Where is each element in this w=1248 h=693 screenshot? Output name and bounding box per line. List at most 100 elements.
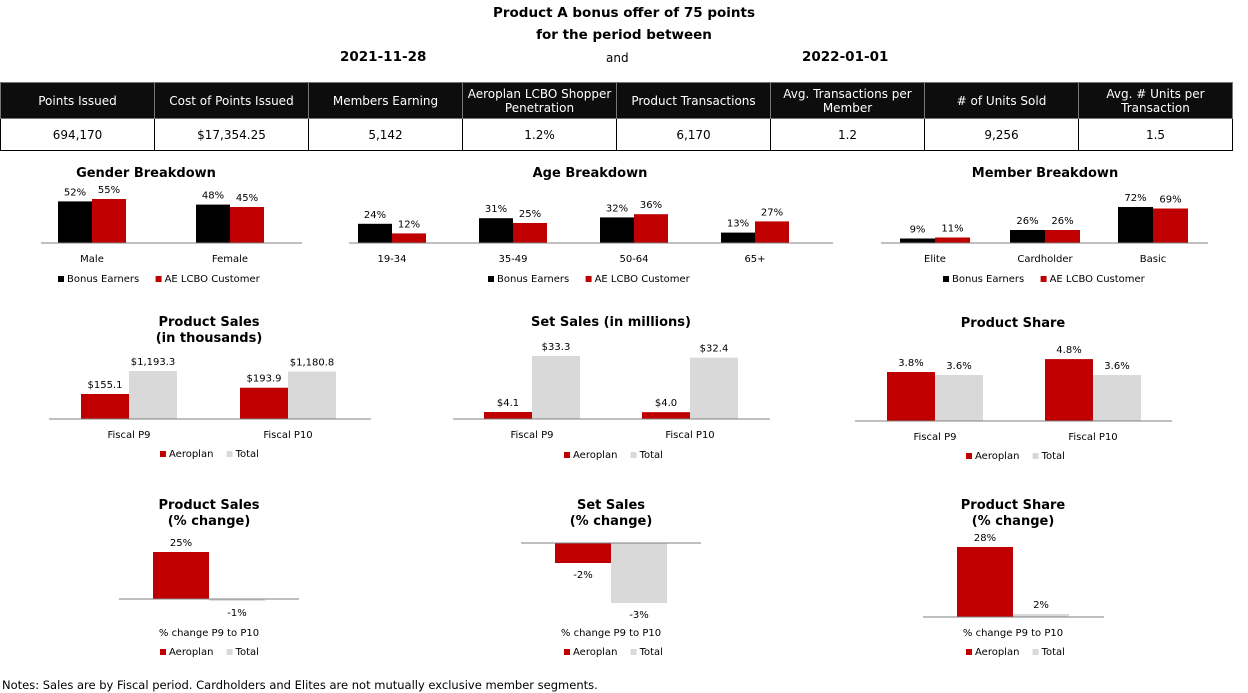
kpi-value: 1.2: [770, 118, 925, 151]
bar: [513, 223, 547, 243]
legend-swatch: [160, 451, 166, 457]
category-label: % change P9 to P10: [159, 628, 259, 639]
category-label: 65+: [744, 254, 765, 265]
bar: [1045, 230, 1080, 243]
chart-title: (% change): [570, 514, 653, 529]
kpi-table: Points Issued Cost of Points Issued Memb…: [0, 82, 1233, 151]
chart-title: Product Sales: [158, 498, 259, 513]
data-label: 32%: [606, 203, 628, 214]
legend-label: Aeroplan: [169, 449, 213, 460]
legend-swatch: [226, 649, 233, 655]
kpi-value: 6,170: [616, 118, 771, 151]
bar: [392, 233, 426, 243]
category-label: Male: [80, 254, 104, 265]
kpi-value: 1.2%: [462, 118, 617, 151]
legend-swatch: [630, 649, 637, 655]
category-label: 35-49: [498, 254, 527, 265]
chart-title: (% change): [972, 514, 1055, 529]
bar: [1045, 359, 1093, 421]
legend-label: Bonus Earners: [497, 274, 569, 285]
legend-label: Aeroplan: [573, 450, 617, 461]
legend-swatch: [58, 276, 64, 282]
data-label: -3%: [629, 610, 648, 621]
data-label: 52%: [64, 187, 86, 198]
bar: [555, 543, 611, 563]
chart-title: (% change): [168, 514, 251, 529]
data-label: 26%: [1016, 216, 1038, 227]
category-label: Fiscal P10: [263, 430, 312, 441]
category-label: Cardholder: [1017, 254, 1073, 265]
chart-title: Member Breakdown: [972, 166, 1118, 181]
chart-title: Set Sales (in millions): [531, 315, 691, 330]
bar: [58, 201, 92, 243]
legend-swatch: [564, 649, 570, 655]
bar: [479, 218, 513, 243]
notes-text: Notes: Sales are by Fiscal period. Cardh…: [2, 678, 598, 692]
legend-swatch: [1032, 453, 1039, 459]
kpi-header: Cost of Points Issued: [154, 82, 309, 119]
bar: [957, 547, 1013, 617]
data-label: 9%: [910, 225, 926, 236]
kpi-header: Avg. # Units per Transaction: [1078, 82, 1233, 119]
kpi-header: Avg. Transactions per Member: [770, 82, 925, 119]
report-title-line1: Product A bonus offer of 75 points: [492, 5, 756, 21]
data-label: -2%: [573, 570, 592, 581]
category-label: Female: [212, 254, 248, 265]
data-label: 24%: [364, 210, 386, 221]
data-label: 27%: [761, 207, 783, 218]
legend-label: AE LCBO Customer: [1050, 274, 1146, 285]
kpi-value: 694,170: [0, 118, 155, 151]
legend-label: Aeroplan: [169, 647, 213, 658]
bar: [1093, 375, 1141, 421]
data-label: 11%: [941, 224, 963, 235]
legend-swatch: [1040, 276, 1047, 282]
legend-swatch: [488, 276, 494, 282]
chart-title: Age Breakdown: [533, 166, 648, 181]
legend-swatch: [160, 649, 166, 655]
data-label: 69%: [1159, 195, 1181, 206]
legend-label: Total: [1041, 451, 1065, 462]
legend-label: AE LCBO Customer: [595, 274, 691, 285]
chart-title: Product Share: [961, 498, 1066, 513]
bar: [1153, 208, 1188, 243]
legend-label: AE LCBO Customer: [165, 274, 261, 285]
bar: [92, 199, 126, 243]
legend-label: Aeroplan: [975, 451, 1019, 462]
category-label: Fiscal P10: [665, 430, 714, 441]
data-label: $33.3: [542, 342, 571, 353]
data-label: $4.0: [655, 398, 677, 409]
bar: [1010, 230, 1045, 243]
legend-label: Aeroplan: [975, 647, 1019, 658]
data-label: 36%: [640, 200, 662, 211]
data-label: 28%: [974, 533, 996, 544]
data-label: 3.6%: [1104, 361, 1129, 372]
category-label: % change P9 to P10: [963, 628, 1063, 639]
data-label: $193.9: [247, 374, 282, 385]
data-label: -1%: [227, 608, 246, 619]
kpi-value: 5,142: [308, 118, 463, 151]
legend-swatch: [966, 649, 972, 655]
bar: [288, 371, 336, 419]
kpi-header: # of Units Sold: [924, 82, 1079, 119]
chart-title: (in thousands): [156, 331, 263, 346]
bar: [153, 552, 209, 599]
data-label: 26%: [1051, 216, 1073, 227]
bar: [230, 207, 264, 243]
bar: [755, 221, 789, 243]
data-label: 2%: [1033, 600, 1049, 611]
bar: [642, 412, 690, 419]
chart-title: Set Sales: [577, 498, 645, 513]
data-label: 48%: [202, 191, 224, 202]
category-label: 50-64: [619, 254, 648, 265]
legend-swatch: [226, 451, 233, 457]
kpi-value: $17,354.25: [154, 118, 309, 151]
data-label: 55%: [98, 185, 120, 196]
bar: [611, 543, 667, 603]
category-label: 19-34: [377, 254, 406, 265]
legend-label: Total: [639, 647, 663, 658]
category-label: Elite: [924, 254, 946, 265]
bar: [600, 217, 634, 243]
data-label: $32.4: [700, 344, 729, 355]
kpi-header-row: Points Issued Cost of Points Issued Memb…: [0, 82, 1233, 119]
kpi-value: 1.5: [1078, 118, 1233, 151]
